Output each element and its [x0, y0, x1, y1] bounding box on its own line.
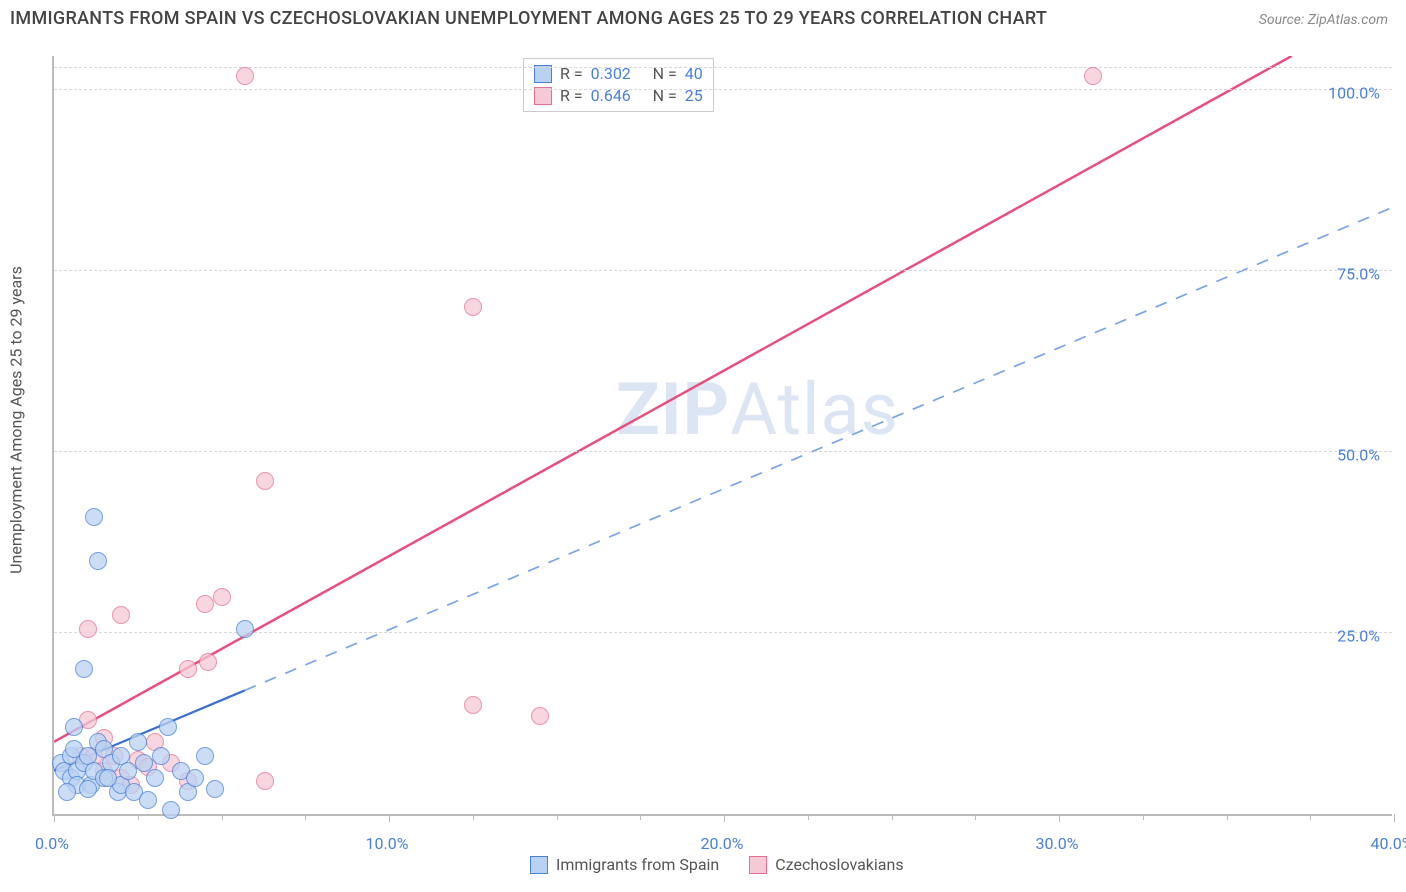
data-point	[1084, 67, 1102, 85]
data-point	[129, 733, 147, 751]
chart-title: IMMIGRANTS FROM SPAIN VS CZECHOSLOVAKIAN…	[10, 8, 1047, 29]
x-tick	[724, 814, 725, 822]
data-point	[162, 801, 180, 819]
data-point	[236, 67, 254, 85]
x-tick-minor	[305, 814, 306, 820]
series-legend: Immigrants from Spain Czechoslovakians	[530, 855, 904, 874]
x-tick-minor	[892, 814, 893, 820]
x-tick	[1394, 814, 1395, 822]
legend-swatch	[530, 856, 548, 874]
data-point	[179, 660, 197, 678]
x-tick-minor	[473, 814, 474, 820]
x-tick-label: 10.0%	[366, 834, 409, 853]
gridline	[54, 89, 1392, 90]
y-tick-label: 75.0%	[1337, 265, 1380, 284]
watermark: ZIPAtlas	[616, 367, 899, 452]
legend-swatch	[749, 856, 767, 874]
gridline	[54, 632, 1392, 633]
data-point	[146, 769, 164, 787]
data-point	[464, 696, 482, 714]
data-point	[159, 718, 177, 736]
legend-R-value: 0.302	[591, 63, 645, 85]
data-point	[58, 783, 76, 801]
x-tick-label: 0.0%	[35, 834, 69, 853]
trend-lines	[54, 56, 1392, 814]
x-tick-minor	[975, 814, 976, 820]
legend-N-label: N =	[653, 63, 677, 85]
data-point	[112, 606, 130, 624]
x-tick-minor	[1227, 814, 1228, 820]
legend-label: Immigrants from Spain	[556, 855, 719, 874]
x-tick	[389, 814, 390, 822]
x-tick-minor	[557, 814, 558, 820]
x-tick-minor	[640, 814, 641, 820]
legend-label: Czechoslovakians	[775, 855, 903, 874]
plot-area: ZIPAtlas R =0.302N =40R =0.646N =25 25.0…	[52, 56, 1392, 816]
gridline	[54, 67, 1392, 68]
gridline	[54, 451, 1392, 452]
x-tick	[54, 814, 55, 822]
y-tick-label: 50.0%	[1337, 446, 1380, 465]
legend-item: Immigrants from Spain	[530, 855, 719, 874]
y-tick-label: 100.0%	[1328, 84, 1380, 103]
data-point	[186, 769, 204, 787]
y-tick-label: 25.0%	[1337, 627, 1380, 646]
trendline-dashed	[245, 208, 1392, 691]
x-tick	[1059, 814, 1060, 822]
data-point	[196, 595, 214, 613]
data-point	[213, 588, 231, 606]
data-point	[79, 620, 97, 638]
data-point	[206, 780, 224, 798]
x-tick-minor	[1310, 814, 1311, 820]
legend-item: Czechoslovakians	[749, 855, 903, 874]
gridline	[54, 270, 1392, 271]
correlation-legend: R =0.302N =40R =0.646N =25	[523, 58, 714, 112]
x-tick-label: 30.0%	[1036, 834, 1079, 853]
data-point	[464, 298, 482, 316]
data-point	[119, 762, 137, 780]
y-axis-label: Unemployment Among Ages 25 to 29 years	[7, 266, 26, 574]
legend-R-label: R =	[560, 63, 583, 85]
data-point	[531, 707, 549, 725]
data-point	[139, 791, 157, 809]
data-point	[256, 472, 274, 490]
x-tick-minor	[808, 814, 809, 820]
data-point	[152, 747, 170, 765]
x-tick-minor	[138, 814, 139, 820]
x-tick-minor	[1143, 814, 1144, 820]
data-point	[89, 552, 107, 570]
legend-N-value: 40	[685, 63, 703, 85]
x-tick-label: 40.0%	[1371, 834, 1406, 853]
data-point	[85, 508, 103, 526]
data-point	[199, 653, 217, 671]
data-point	[256, 772, 274, 790]
x-tick-minor	[222, 814, 223, 820]
data-point	[79, 780, 97, 798]
x-tick-label: 20.0%	[701, 834, 744, 853]
data-point	[65, 718, 83, 736]
trendline-solid	[54, 56, 1292, 742]
data-point	[99, 769, 117, 787]
legend-row: R = 0.302 N = 40	[534, 63, 703, 85]
source-attribution: Source: ZipAtlas.com	[1259, 12, 1388, 28]
data-point	[75, 660, 93, 678]
data-point	[196, 747, 214, 765]
data-point	[236, 620, 254, 638]
